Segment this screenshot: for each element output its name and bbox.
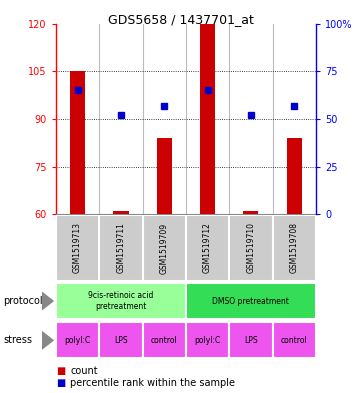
Text: count: count <box>70 366 98 376</box>
Bar <box>200 24 215 214</box>
Text: LPS: LPS <box>114 336 128 345</box>
Bar <box>243 211 258 214</box>
Bar <box>273 322 316 358</box>
Polygon shape <box>42 291 54 311</box>
Bar <box>157 138 172 214</box>
Bar <box>229 322 273 358</box>
Text: GSM1519713: GSM1519713 <box>73 222 82 274</box>
Text: LPS: LPS <box>244 336 258 345</box>
Text: DMSO pretreatment: DMSO pretreatment <box>213 297 289 305</box>
Bar <box>143 322 186 358</box>
Text: stress: stress <box>4 335 32 345</box>
Text: control: control <box>281 336 308 345</box>
Text: ■: ■ <box>56 366 65 376</box>
Bar <box>113 211 129 214</box>
Bar <box>99 322 143 358</box>
Bar <box>186 322 229 358</box>
Bar <box>70 71 85 214</box>
Text: control: control <box>151 336 178 345</box>
Polygon shape <box>42 331 54 350</box>
Text: percentile rank within the sample: percentile rank within the sample <box>70 378 235 388</box>
Text: GDS5658 / 1437701_at: GDS5658 / 1437701_at <box>108 13 253 26</box>
Bar <box>56 283 186 319</box>
Text: GSM1519710: GSM1519710 <box>247 222 255 274</box>
Text: polyI:C: polyI:C <box>195 336 221 345</box>
Text: protocol: protocol <box>4 296 43 306</box>
Text: 9cis-retinoic acid
pretreatment: 9cis-retinoic acid pretreatment <box>88 291 154 311</box>
Text: ■: ■ <box>56 378 65 388</box>
Text: GSM1519712: GSM1519712 <box>203 222 212 274</box>
Bar <box>287 138 302 214</box>
Bar <box>56 322 99 358</box>
Bar <box>186 283 316 319</box>
Text: GSM1519709: GSM1519709 <box>160 222 169 274</box>
Text: GSM1519711: GSM1519711 <box>117 222 125 274</box>
Text: GSM1519708: GSM1519708 <box>290 222 299 274</box>
Text: polyI:C: polyI:C <box>65 336 91 345</box>
